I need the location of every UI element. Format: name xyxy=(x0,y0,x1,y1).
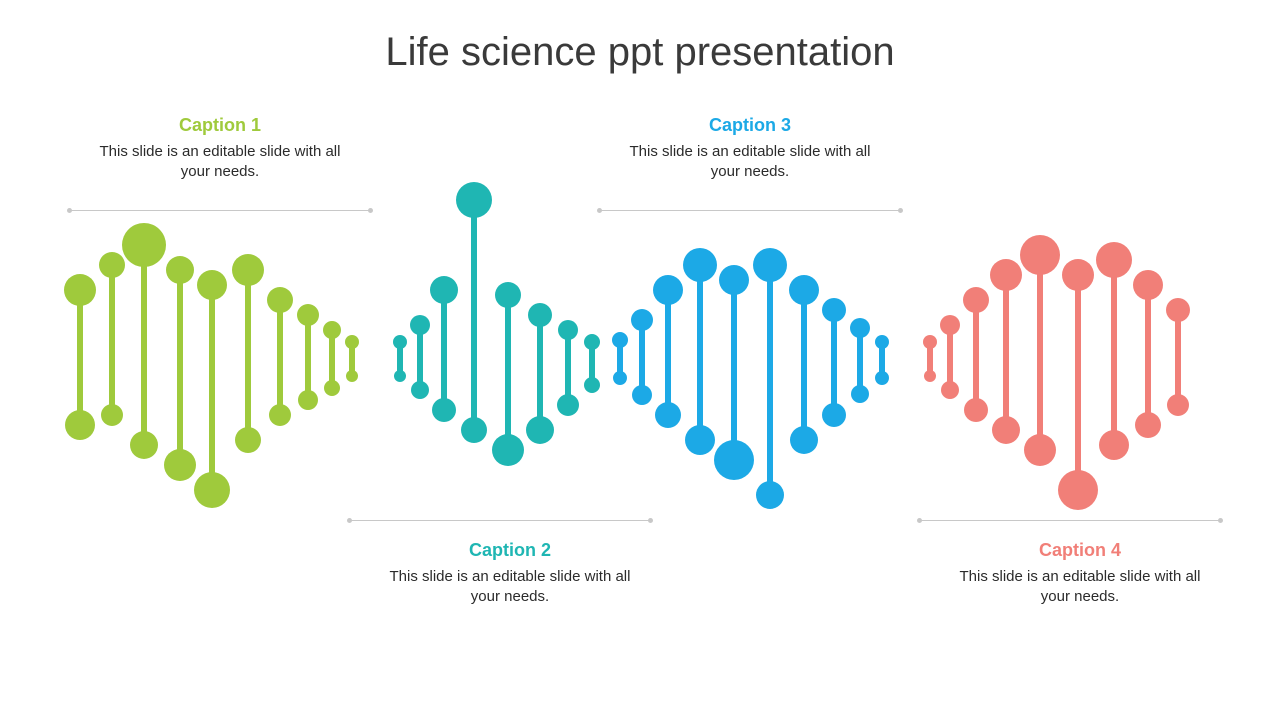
caption-3-body: This slide is an editable slide with all… xyxy=(620,142,880,183)
segment-1 xyxy=(64,223,359,508)
caption-1: Caption 1 This slide is an editable slide… xyxy=(90,115,350,183)
dna-infographic xyxy=(0,0,1280,720)
caption-3-title: Caption 3 xyxy=(620,115,880,136)
segment-3 xyxy=(612,248,889,509)
segment-2 xyxy=(393,182,600,466)
slide-root: Life science ppt presentation Caption 1T… xyxy=(0,0,1280,720)
caption-4-body: This slide is an editable slide with all… xyxy=(950,567,1210,608)
caption-1-divider xyxy=(70,210,370,211)
caption-1-title: Caption 1 xyxy=(90,115,350,136)
caption-2-body: This slide is an editable slide with all… xyxy=(380,567,640,608)
caption-4-title: Caption 4 xyxy=(950,540,1210,561)
caption-4: Caption 4 This slide is an editable slide… xyxy=(950,540,1210,608)
caption-2-title: Caption 2 xyxy=(380,540,640,561)
segment-4 xyxy=(923,235,1190,510)
caption-3-divider xyxy=(600,210,900,211)
caption-2-divider xyxy=(350,520,650,521)
caption-2: Caption 2 This slide is an editable slide… xyxy=(380,540,640,608)
caption-4-divider xyxy=(920,520,1220,521)
caption-3: Caption 3 This slide is an editable slide… xyxy=(620,115,880,183)
caption-1-body: This slide is an editable slide with all… xyxy=(90,142,350,183)
